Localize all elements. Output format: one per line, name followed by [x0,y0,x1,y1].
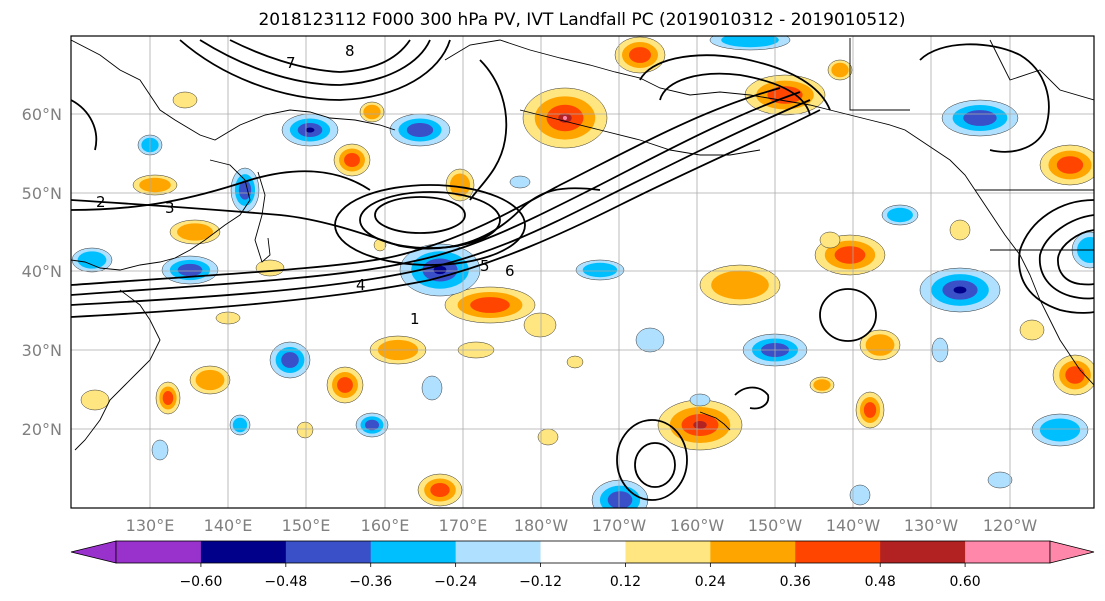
latitude-tick-label: 50°N [22,184,62,203]
colorbar-tick-label: 0.48 [865,574,896,590]
colorbar-swatch [370,541,457,563]
longitude-tick-label: 170°W [592,516,647,535]
map-panel [70,35,1095,509]
contour-label: 6 [505,262,515,280]
longitude-tick-label: 180°W [514,516,569,535]
contour-label: 8 [345,42,355,60]
colorbar-extend-high [1049,540,1095,564]
colorbar-swatch [200,541,287,563]
colorbar-swatch [116,541,202,563]
colorbar-swatch [880,541,966,563]
map-gridlines [71,36,1094,508]
longitude-tick-labels: 130°E 140°E 150°E 160°E 170°E 180°W 170°W 160°W… [126,516,1038,535]
longitude-tick-label: 120°W [983,516,1038,535]
longitude-tick-label: 150°E [282,516,331,535]
longitude-tick-label: 140°W [826,516,881,535]
latitude-tick-label: 30°N [22,341,62,360]
colorbar-tick-label: 0.60 [950,574,981,590]
longitude-tick-label: 130°W [904,516,959,535]
map-title: 2018123112 F000 300 hPa PV, IVT Landfall… [258,10,905,30]
contour-label: 2 [96,193,106,211]
colorbar-swatch [965,541,1051,563]
contour-label: 3 [165,199,175,217]
colorbar-swatch [540,541,626,563]
longitude-tick-label: 150°W [748,516,803,535]
longitude-tick-label: 170°E [439,516,488,535]
map-frame [70,35,1095,509]
colorbar-extend-low [70,540,117,564]
colorbar-tick-label: 0.36 [780,574,811,590]
latitude-tick-label: 60°N [22,105,62,124]
colorbar-swatch [455,541,542,563]
latitude-tick-label: 40°N [22,262,62,281]
colorbar-tick-label: −0.36 [349,574,392,590]
colorbar-tick-label: −0.12 [519,574,562,590]
latitude-tick-label: 20°N [22,420,62,439]
contour-label: 5 [480,257,490,275]
colorbar-swatch [285,541,372,563]
colorbar-swatch [795,541,881,563]
longitude-tick-label: 140°E [204,516,253,535]
colorbar-tick-label: −0.24 [434,574,477,590]
contour-label-group: 1 2 3 4 5 6 7 8 [96,42,515,328]
colorbar [70,540,1095,564]
contour-label: 7 [286,54,296,72]
colorbar-tick-label: 0.12 [610,574,641,590]
colorbar-tick-labels: −0.60 −0.48 −0.36 −0.24 −0.12 0.12 0.24 0.36 0.4… [179,563,981,590]
latitude-tick-labels: 20°N 30°N 40°N 50°N 60°N [22,105,62,439]
longitude-tick-label: 130°E [126,516,175,535]
colorbar-tick-label: 0.24 [695,574,726,590]
colorbar-tick-label: −0.48 [264,574,307,590]
longitude-tick-label: 160°E [361,516,410,535]
longitude-tick-label: 160°W [670,516,725,535]
coastlines [71,38,1094,451]
contour-label: 4 [356,276,366,294]
colorbar-swatch [625,541,711,563]
colorbar-swatch [710,541,796,563]
contour-label: 1 [410,310,420,328]
pv-contours [71,39,1094,501]
colorbar-tick-label: −0.60 [179,574,222,590]
